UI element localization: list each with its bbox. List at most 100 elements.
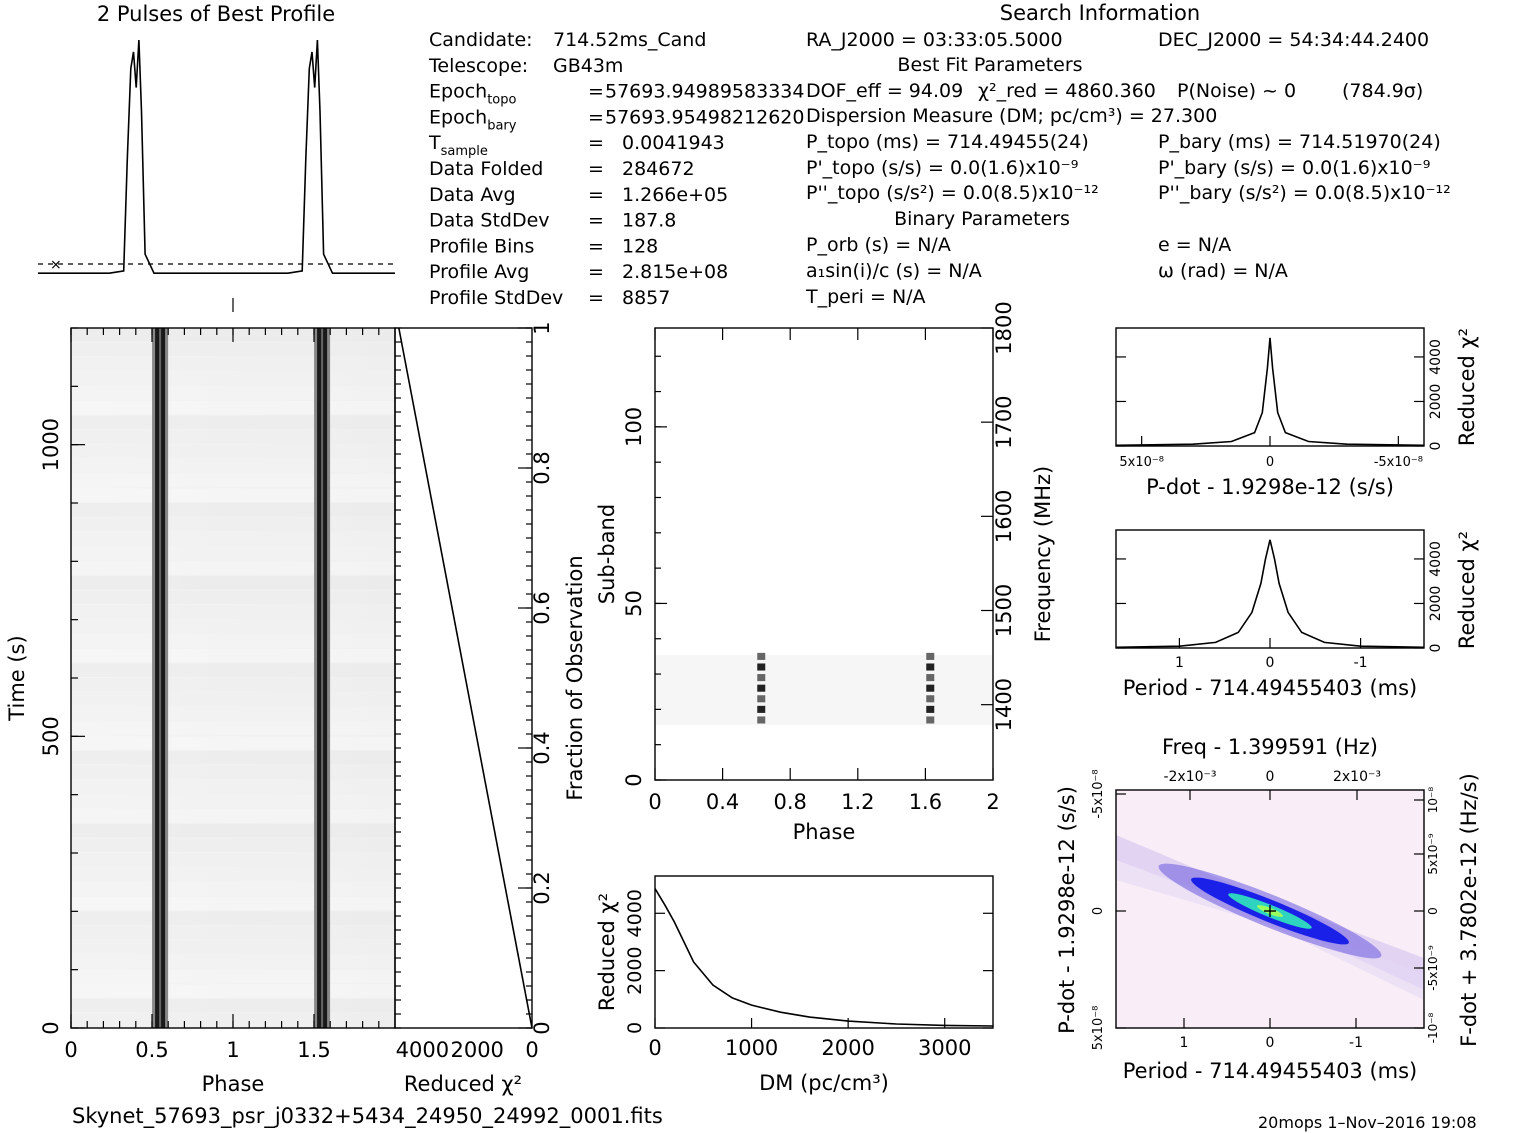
time-phase-row — [71, 955, 395, 969]
info-pbary: P_bary (ms) = 714.51970(24) — [1158, 131, 1441, 153]
pl-rtick-label-1: -5x10⁻⁹ — [1426, 945, 1440, 991]
time-phase-row — [71, 473, 395, 488]
time-phase-row — [71, 532, 395, 546]
time-phase-row — [71, 415, 395, 430]
time-phase-row — [71, 517, 395, 532]
time-phase-row — [71, 590, 395, 605]
pp-ylabel: Reduced χ² — [1455, 531, 1479, 649]
pl-ytick-label-0: 5x10⁻⁸ — [1091, 1006, 1106, 1051]
rc-ytick-label-0: 0 — [530, 1021, 554, 1034]
sb-y2tick-label-2: 1600 — [992, 490, 1016, 543]
subband-pulse-1 — [926, 695, 935, 703]
time-phase-row — [71, 794, 395, 809]
time-phase-row — [71, 692, 395, 707]
sb-xtick-label-2: 0.8 — [773, 790, 806, 814]
time-phase-row — [71, 896, 395, 911]
time-phase-row — [71, 765, 395, 780]
pl-xtick-label-1: 0 — [1266, 1035, 1275, 1051]
subband-pulse-1 — [926, 663, 935, 671]
pl-ylabel: P-dot - 1.9298e-12 (s/s) — [1055, 786, 1079, 1034]
info-label-sub-3: bary — [487, 118, 517, 133]
pl-rtick-label-4: 10⁻⁸ — [1426, 787, 1440, 814]
pp-curve — [1115, 539, 1425, 649]
info-label-8: Profile Bins — [429, 235, 534, 257]
tp-xtick-label-0: 0 — [64, 1038, 77, 1062]
info-value-3: 57693.95498212620 — [605, 106, 804, 128]
time-phase-row — [71, 678, 395, 692]
info-label-1: Telescope: — [428, 55, 528, 77]
rc-ytick-label-1: 0.2 — [530, 871, 554, 904]
sb-y2label: Frequency (MHz) — [1031, 466, 1055, 642]
time-phase-row — [71, 750, 395, 765]
profile-panel: ⨯ — [38, 39, 395, 312]
footer-stamp: 20mops 1–Nov–2016 19:08 — [1258, 1113, 1477, 1132]
info-label-sub-4: sample — [441, 144, 488, 159]
dm-curve — [654, 888, 994, 1027]
sb-xtick-label-3: 1.2 — [841, 790, 874, 814]
info-ra: RA_J2000 = 03:33:05.5000 — [806, 29, 1063, 51]
pd-xtick-label-0: 5x10⁻⁸ — [1119, 455, 1164, 470]
info-value-8: 128 — [622, 235, 658, 257]
subband-pulse-0 — [757, 705, 766, 713]
subband-panel: 0 0.4 0.8 1.2 1.6 2 0 50 100 1400 1500 1600 1700 1800… — [595, 301, 1055, 844]
info-eq-5: = — [588, 158, 604, 180]
dm-xlabel: DM (pc/cm³) — [759, 1071, 889, 1095]
pl-rlabel: F-dot + 3.7802e-12 (Hz/s) — [1457, 773, 1481, 1047]
info-label-0: Candidate: — [429, 29, 533, 51]
sb-ytick-label-0: 0 — [622, 773, 646, 786]
info-e: e = N/A — [1158, 234, 1231, 256]
subband-frame — [654, 327, 994, 781]
info-label-5: Data Folded — [429, 158, 543, 180]
time-phase-row — [71, 430, 395, 444]
period-panel: 1 0 -1 0 2000 4000 Period - 714.49455403 (ms) R… — [1115, 529, 1479, 700]
subband-pulse-0 — [757, 674, 766, 682]
time-phase-row — [71, 503, 395, 517]
tp-ytick-label-1: 500 — [39, 716, 63, 756]
info-label-6: Data Avg — [429, 184, 516, 206]
time-phase-row — [71, 823, 395, 838]
time-phase-row — [71, 882, 395, 896]
profile-curve — [38, 39, 395, 275]
profile-title: 2 Pulses of Best Profile — [97, 2, 335, 26]
dm-xtick-label-2: 2000 — [821, 1036, 874, 1060]
time-phase-row — [71, 809, 395, 823]
time-phase-row — [71, 575, 395, 590]
info-pdtopo: P'_topo (s/s) = 0.0(1.6)x10⁻⁹ — [806, 157, 1078, 179]
sb-ylabel: Sub-band — [595, 504, 619, 604]
info-pddbary: P''_bary (s/s²) = 0.0(8.5)x10⁻¹² — [1158, 182, 1451, 204]
pd-ytick-label-0: 0 — [1428, 442, 1444, 451]
info-value-5: 284672 — [622, 158, 695, 180]
tp-ylabel: Time (s) — [5, 635, 29, 721]
pp-xlabel: Period - 714.49455403 (ms) — [1123, 676, 1418, 700]
pl-xlabel: Period - 714.49455403 (ms) — [1123, 1059, 1418, 1083]
info-eq-3: = — [588, 106, 604, 128]
chi2-fraction-line — [398, 327, 533, 1029]
subband-pulse-1 — [926, 684, 935, 692]
rc-xlabel: Reduced χ² — [404, 1072, 522, 1096]
time-phase-row — [71, 546, 395, 561]
info-dm: Dispersion Measure (DM; pc/cm³) = 27.300 — [806, 105, 1217, 127]
pp-ytick-label-0: 0 — [1428, 644, 1444, 653]
time-phase-row — [71, 984, 395, 998]
info-pddtopo: P''_topo (s/s²) = 0.0(8.5)x10⁻¹² — [806, 182, 1099, 204]
subband-signal-background — [655, 655, 993, 725]
subband-pulse-1 — [926, 652, 935, 660]
time-phase-row — [71, 400, 395, 415]
dm-panel: 0 1000 2000 3000 0 2000 4000 DM (pc/cm³) Reduced… — [595, 875, 994, 1095]
info-ptopo: P_topo (ms) = 714.49455(24) — [806, 131, 1089, 153]
search-info-title: Search Information — [1000, 1, 1200, 25]
pl-rtick-label-0: -10⁻⁸ — [1426, 1012, 1440, 1043]
dm-xtick-label-0: 0 — [648, 1036, 661, 1060]
subband-pulse-0 — [757, 652, 766, 660]
sb-y2tick-label-4: 1800 — [992, 301, 1016, 354]
time-phase-row — [71, 721, 395, 736]
info-value-10: 8857 — [622, 287, 670, 309]
subband-pulse-0 — [757, 663, 766, 671]
info-left: Candidate: 714.52ms_Cand Telescope: GB43m Ep… — [428, 29, 804, 309]
time-phase-row — [71, 838, 395, 852]
info-label-9: Profile Avg — [429, 261, 529, 283]
info-dec: DEC_J2000 = 54:34:44.2400 — [1158, 29, 1429, 51]
pl-rtick-label-3: 5x10⁻⁹ — [1426, 833, 1440, 874]
rc-xtick-label-2: 0 — [525, 1038, 538, 1062]
